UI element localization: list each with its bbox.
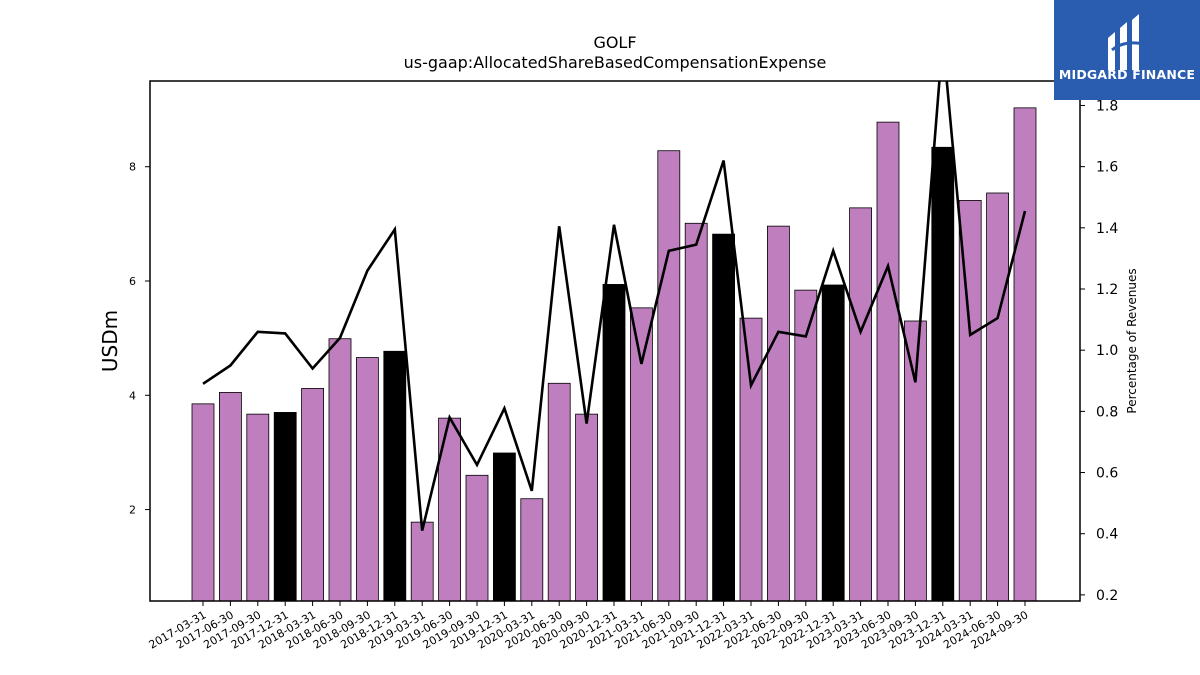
- left-axis-ticks: 2 4 6 8: [129, 161, 150, 517]
- midgard-logo-icon: [1108, 14, 1145, 70]
- bar-2018-06-30: [328, 338, 352, 602]
- brand-logo: MIDGARD FINANCE: [1054, 0, 1200, 100]
- y2-tick-label: 1.2: [1096, 282, 1118, 298]
- y-tick-label: 2: [129, 504, 136, 517]
- bar-2020-06-30: [547, 382, 571, 602]
- brand-name: MIDGARD FINANCE: [1058, 67, 1196, 82]
- bar-2018-03-31: [301, 388, 325, 602]
- bar-2022-12-31: [821, 284, 845, 602]
- bar-2020-09-30: [575, 413, 598, 602]
- y2-axis-label: Percentage of Revenues: [1125, 268, 1139, 413]
- chart-subtitle: us-gaap:AllocatedShareBasedCompensationE…: [404, 53, 827, 72]
- y-axis-label: USDm: [98, 310, 122, 372]
- y2-tick-label: 0.4: [1096, 527, 1118, 543]
- bar-2020-03-31: [520, 498, 544, 602]
- bar-2018-12-31: [383, 350, 407, 602]
- y-tick-label: 6: [129, 275, 136, 288]
- y2-tick-label: 0.8: [1096, 404, 1118, 420]
- bar-2021-03-31: [630, 307, 653, 602]
- bar-2019-03-31: [410, 521, 434, 602]
- y2-tick-label: 0.6: [1096, 466, 1118, 482]
- line-series: [202, 81, 1027, 531]
- bar-2022-03-31: [739, 317, 763, 602]
- bar-2018-09-30: [355, 357, 379, 602]
- y2-tick-label: 1.0: [1096, 343, 1118, 359]
- plot-frame: [149, 80, 1081, 602]
- bar-2023-06-30: [876, 121, 900, 602]
- chart-title: GOLF: [593, 33, 636, 52]
- y2-tick-label: 1.8: [1096, 98, 1118, 114]
- bar-2024-06-30: [986, 192, 1009, 602]
- x-axis-ticks: 2017-03-312017-06-302017-09-302017-12-31…: [147, 601, 1031, 652]
- y2-tick-label: 1.4: [1096, 221, 1118, 237]
- bar-2023-12-31: [931, 146, 955, 602]
- bar-2021-12-31: [712, 233, 735, 602]
- bar-2017-09-30: [246, 413, 270, 602]
- bar-2017-03-31: [191, 403, 215, 602]
- bar-2019-12-31: [492, 452, 516, 602]
- bar-2019-09-30: [465, 474, 489, 602]
- bar-2023-03-31: [849, 207, 872, 602]
- bar-2017-12-31: [273, 412, 297, 602]
- bar-2022-06-30: [767, 225, 790, 602]
- bar-2020-12-31: [602, 284, 626, 602]
- y-tick-label: 8: [129, 161, 136, 174]
- bar-2021-09-30: [684, 222, 708, 602]
- bar-2024-09-30: [1013, 107, 1037, 602]
- bar-2023-09-30: [904, 320, 927, 602]
- bar-2017-06-30: [218, 392, 242, 602]
- bar-2021-06-30: [657, 150, 681, 602]
- y2-tick-label: 0.2: [1096, 588, 1118, 604]
- right-axis-ticks: 0.2 0.4 0.6 0.8 1.0 1.2 1.4 1.6 1.8: [1080, 98, 1118, 604]
- y2-tick-label: 1.6: [1096, 160, 1118, 176]
- bar-series: [191, 107, 1037, 602]
- percentage-line: [202, 81, 1027, 531]
- y-tick-label: 4: [129, 389, 136, 402]
